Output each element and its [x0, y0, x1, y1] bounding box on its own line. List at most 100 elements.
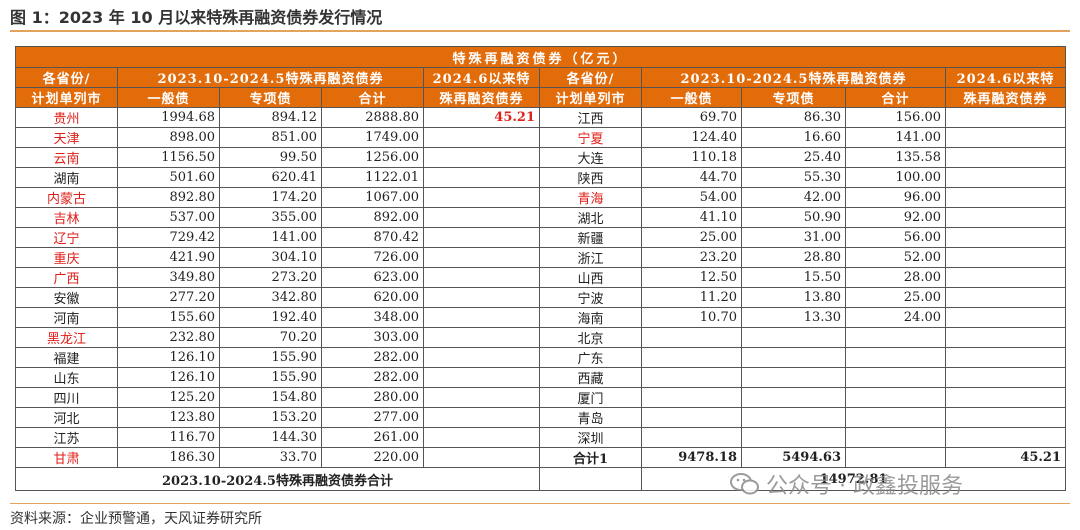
right-subtotal-value	[845, 367, 946, 388]
right-province-name: 新疆	[539, 227, 642, 248]
header-subtotal-right: 合计	[845, 87, 946, 108]
left-province-name: 湖南	[15, 167, 118, 188]
right-special-bond-value: 55.30	[741, 167, 846, 188]
right-special-bond-value: 5494.63	[741, 447, 846, 468]
right-june-bond-value	[944, 207, 1067, 228]
left-june-bond-value: 45.21	[423, 107, 540, 128]
header-general-right: 一般债	[641, 87, 742, 108]
left-subtotal-value: 1256.00	[321, 147, 424, 168]
right-subtotal-value	[845, 407, 946, 428]
right-province-name: 西藏	[539, 367, 642, 388]
left-province-name: 山东	[15, 367, 118, 388]
left-special-bond-value: 273.20	[219, 267, 322, 288]
right-june-bond-value	[944, 367, 1067, 388]
table-row: 内蒙古 892.80 174.20 1067.00 青海 54.00 42.00 96.00	[15, 187, 1067, 208]
header-province-right: 各省份/	[539, 67, 642, 88]
right-june-bond-value	[944, 147, 1067, 168]
left-special-bond-value: 174.20	[219, 187, 322, 208]
left-general-bond-value: 898.00	[117, 127, 220, 148]
table-row: 重庆 421.90 304.10 726.00 浙江 23.20 28.80 52.00	[15, 247, 1067, 268]
left-special-bond-value: 355.00	[219, 207, 322, 228]
header-general: 一般债	[117, 87, 220, 108]
left-special-bond-value: 144.30	[219, 427, 322, 448]
left-general-bond-value: 277.20	[117, 287, 220, 308]
left-subtotal-value: 892.00	[321, 207, 424, 228]
right-general-bond-value: 25.00	[641, 227, 742, 248]
right-special-bond-value	[741, 427, 846, 448]
header-special: 专项债	[219, 87, 322, 108]
left-subtotal-value: 1067.00	[321, 187, 424, 208]
watermark-text: 公众号 · 政鑫投服务	[766, 474, 963, 499]
left-province-name: 河北	[15, 407, 118, 428]
right-subtotal-value	[845, 447, 946, 468]
left-subtotal-value: 282.00	[321, 367, 424, 388]
right-general-bond-value: 9478.18	[641, 447, 742, 468]
right-general-bond-value	[641, 407, 742, 428]
right-subtotal-value: 25.00	[845, 287, 946, 308]
right-june-bond-value	[944, 307, 1067, 328]
right-general-bond-value: 44.70	[641, 167, 742, 188]
table-row: 江苏 116.70 144.30 261.00 深圳	[15, 427, 1067, 448]
right-special-bond-value	[741, 387, 846, 408]
left-province-name: 云南	[15, 147, 118, 168]
left-june-bond-value	[423, 167, 540, 188]
left-general-bond-value: 125.20	[117, 387, 220, 408]
right-general-bond-value: 10.70	[641, 307, 742, 328]
left-special-bond-value: 33.70	[219, 447, 322, 468]
right-general-bond-value	[641, 327, 742, 348]
left-province-name: 吉林	[15, 207, 118, 228]
right-general-bond-value: 12.50	[641, 267, 742, 288]
left-june-bond-value	[423, 247, 540, 268]
left-special-bond-value: 99.50	[219, 147, 322, 168]
table-row: 吉林 537.00 355.00 892.00 湖北 41.10 50.90 92.00	[15, 207, 1067, 228]
caption-divider	[10, 30, 1070, 32]
right-general-bond-value: 54.00	[641, 187, 742, 208]
right-june-bond-value	[944, 387, 1067, 408]
grand-total-row: 2023.10-2024.5特殊再融资债券合计 14972.81	[15, 467, 1067, 491]
right-province-name: 湖北	[539, 207, 642, 228]
left-june-bond-value	[423, 127, 540, 148]
right-general-bond-value: 23.20	[641, 247, 742, 268]
right-province-name: 宁波	[539, 287, 642, 308]
left-june-bond-value	[423, 427, 540, 448]
right-june-bond-value	[944, 167, 1067, 188]
grand-total-value: 14972.81	[640, 467, 1067, 491]
left-province-name: 内蒙古	[15, 187, 118, 208]
table-row: 贵州 1994.68 894.12 2888.80 45.21 江西 69.70 86.30 1…	[15, 107, 1067, 128]
table-row: 河南 155.60 192.40 348.00 海南 10.70 13.30 24.00	[15, 307, 1067, 328]
left-special-bond-value: 304.10	[219, 247, 322, 268]
header-province-sub-right: 计划单列市	[539, 87, 642, 108]
left-province-name: 河南	[15, 307, 118, 328]
header-period-group: 2023.10-2024.5特殊再融资债券	[117, 67, 424, 88]
left-subtotal-value: 282.00	[321, 347, 424, 368]
header-subtotal: 合计	[321, 87, 424, 108]
right-general-bond-value	[641, 347, 742, 368]
right-subtotal-value	[845, 347, 946, 368]
header-june-sub: 殊再融资债券	[423, 87, 540, 108]
right-province-name: 北京	[539, 327, 642, 348]
left-province-name: 广西	[15, 267, 118, 288]
right-general-bond-value: 41.10	[641, 207, 742, 228]
left-june-bond-value	[423, 307, 540, 328]
table-row: 四川 125.20 154.80 280.00 厦门	[15, 387, 1067, 408]
table-row: 天津 898.00 851.00 1749.00 宁夏 124.40 16.60 141.00	[15, 127, 1067, 148]
right-subtotal-value: 56.00	[845, 227, 946, 248]
left-subtotal-value: 623.00	[321, 267, 424, 288]
left-special-bond-value: 342.80	[219, 287, 322, 308]
left-june-bond-value	[423, 287, 540, 308]
left-province-name: 安徽	[15, 287, 118, 308]
table-row: 河北 123.80 153.20 277.00 青岛	[15, 407, 1067, 428]
wechat-icon	[730, 473, 759, 495]
left-special-bond-value: 153.20	[219, 407, 322, 428]
right-june-bond-value	[944, 127, 1067, 148]
bond-table-container: 特殊再融资债券（亿元） 各省份/ 2023.10-2024.5特殊再融资债券 2…	[14, 46, 1067, 491]
left-province-name: 重庆	[15, 247, 118, 268]
right-province-name: 陕西	[539, 167, 642, 188]
left-special-bond-value: 154.80	[219, 387, 322, 408]
left-general-bond-value: 537.00	[117, 207, 220, 228]
header-june-sub-right: 殊再融资债券	[944, 87, 1067, 108]
left-general-bond-value: 232.80	[117, 327, 220, 348]
right-june-bond-value	[944, 107, 1067, 128]
left-province-name: 福建	[15, 347, 118, 368]
left-special-bond-value: 141.00	[219, 227, 322, 248]
